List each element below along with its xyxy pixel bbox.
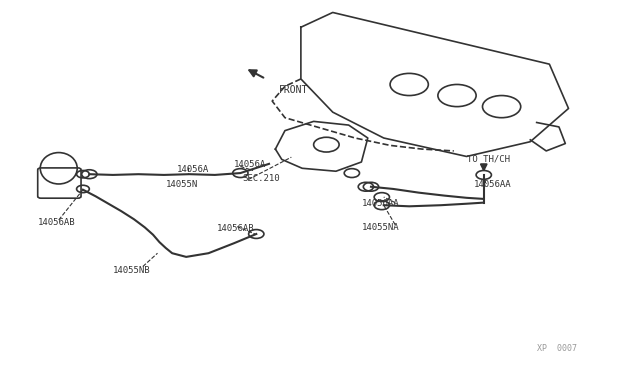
Text: 14056A: 14056A	[234, 160, 266, 169]
Text: 14055N: 14055N	[166, 180, 198, 189]
Text: 14056AB: 14056AB	[38, 218, 76, 227]
Text: 14056AA: 14056AA	[362, 199, 399, 208]
Text: XP  0007: XP 0007	[537, 344, 577, 353]
Text: 14056AB: 14056AB	[217, 224, 254, 233]
Text: 14055NA: 14055NA	[362, 223, 399, 232]
Text: SEC.210: SEC.210	[243, 174, 280, 183]
Text: 14055NB: 14055NB	[113, 266, 150, 275]
Text: FRONT: FRONT	[278, 85, 308, 95]
Text: 14056AA: 14056AA	[474, 180, 512, 189]
Text: 14056A: 14056A	[177, 165, 209, 174]
Text: TO TH/CH: TO TH/CH	[467, 155, 509, 164]
